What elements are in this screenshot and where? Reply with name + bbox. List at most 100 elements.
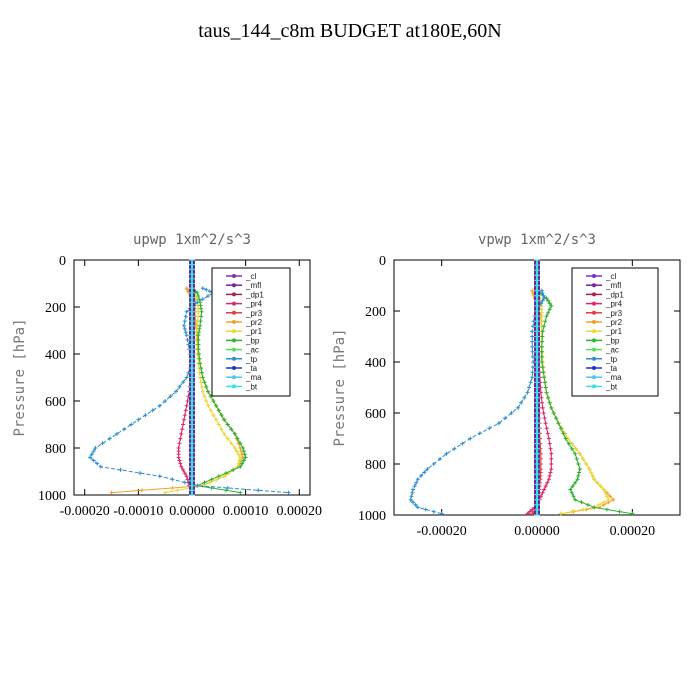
series-tp-point: [540, 298, 545, 303]
y-tick-label: 800: [45, 442, 66, 457]
legend-marker: [232, 356, 236, 361]
series-bp-point: [566, 441, 571, 446]
legend-entry: _ma: [605, 373, 622, 382]
legend-marker: [592, 310, 596, 315]
series-tp-point: [98, 464, 103, 469]
series-pr1-point: [198, 380, 203, 385]
series-tp-point: [425, 467, 430, 472]
series-pr1-point: [569, 509, 574, 514]
x-tick-label: 0.00000: [169, 504, 215, 519]
plot-title: upwp 1xm^2/s^3: [133, 232, 251, 248]
series-bp-point: [558, 426, 563, 431]
series-tp-point: [415, 477, 420, 482]
series-bp-point: [198, 303, 203, 308]
series-tp-point: [452, 446, 457, 451]
legend-marker: [592, 347, 596, 352]
series-tp-point: [527, 385, 532, 390]
series-pr2-point: [611, 497, 616, 502]
series-bp-point: [561, 431, 566, 436]
legend-entry: _mfl: [245, 281, 261, 290]
series-bp-point: [240, 446, 245, 450]
x-tick-label: 0.00020: [610, 524, 656, 539]
x-tick-label: -0.00020: [60, 504, 110, 519]
y-tick-label: 1000: [358, 509, 386, 524]
legend-marker: [592, 366, 596, 370]
y-tick-label: 400: [45, 348, 66, 363]
series-pr2-point: [530, 288, 535, 293]
series-bp-point: [198, 366, 203, 371]
series-bp-point: [225, 422, 230, 427]
series-pr4-point: [525, 511, 530, 516]
page-title: taus_144_c8m BUDGET at180E,60N: [198, 20, 502, 42]
series-bp-point: [573, 497, 578, 502]
legend-entry: _pr4: [245, 300, 263, 309]
legend-marker: [232, 329, 236, 334]
legend-entry: _pr3: [605, 309, 623, 318]
series-bp-point: [539, 354, 544, 359]
series-pr1-point: [208, 408, 213, 413]
series-pr4-point: [178, 461, 183, 466]
series-pr1-point: [229, 441, 234, 446]
series-bp-point: [617, 509, 622, 514]
series-bp-point: [540, 329, 545, 334]
series-pr4-point: [181, 422, 186, 427]
legend-marker: [232, 375, 236, 380]
series-tp-point: [89, 452, 94, 457]
series-tp-point: [181, 380, 186, 385]
legend-entry: _cl: [245, 272, 256, 281]
series-bp-point: [200, 375, 205, 380]
legend-marker: [232, 310, 236, 315]
legend-entry: _bp: [245, 336, 260, 345]
series-bp-point: [573, 480, 578, 485]
series-bp-point: [576, 473, 581, 478]
series-bp-point: [575, 477, 580, 482]
series-pr1-point: [222, 474, 227, 479]
series-tp-point: [170, 477, 175, 482]
x-tick-label: 0.00020: [277, 504, 323, 519]
series-bp-point: [196, 347, 201, 352]
series-pr4-point: [182, 413, 187, 418]
series-bp-point: [540, 365, 545, 370]
vpwp-panel: vpwp 1xm^2/s^3 Pressure [hPa] 0 200 400 600 80…: [332, 232, 681, 539]
y-tick-label: 200: [45, 301, 66, 316]
series-pr4-point: [549, 451, 554, 456]
series-bp-point: [630, 511, 635, 516]
legend-entry: _ac: [245, 346, 259, 355]
series-pr4-point: [177, 441, 182, 446]
series-bp-point: [579, 500, 584, 505]
series-tp-point: [530, 334, 535, 339]
series-tp-point: [540, 291, 545, 296]
series-bp-point: [196, 333, 201, 338]
series-bp-point: [577, 470, 582, 475]
series-pr1-point: [232, 446, 237, 450]
series-bp-point: [238, 490, 243, 495]
series-pr4-point: [179, 431, 184, 436]
series-pr4-point: [183, 408, 188, 413]
legend-entry: _cl: [605, 272, 616, 281]
series-tp-point: [181, 323, 186, 328]
series-tp-point: [136, 417, 141, 422]
legend-marker: [232, 274, 236, 278]
legend-marker: [232, 301, 236, 306]
series-bp-point: [539, 344, 544, 349]
series-tp-point: [409, 494, 414, 499]
series-tp-point: [541, 293, 546, 298]
series-pr1-point: [225, 436, 230, 441]
plot-title: vpwp 1xm^2/s^3: [478, 232, 596, 248]
series-bp-point: [540, 334, 545, 339]
series-bp-point: [238, 441, 243, 446]
series-pr4-point: [178, 436, 183, 441]
series-tp-point: [414, 480, 419, 485]
series-bp-point: [206, 389, 211, 394]
series-pr1-point: [558, 511, 563, 516]
legend-marker: [592, 356, 596, 361]
series-tp-point: [163, 399, 168, 403]
series-tp-point: [256, 488, 261, 493]
series-bp-point: [546, 298, 551, 303]
series-pr4-point: [543, 484, 548, 489]
series-pr1-point: [539, 319, 544, 324]
series-pr1-point: [207, 480, 212, 485]
series-tp-point: [530, 370, 535, 375]
series-tp-point: [182, 319, 187, 324]
series-bp-point: [574, 456, 579, 461]
